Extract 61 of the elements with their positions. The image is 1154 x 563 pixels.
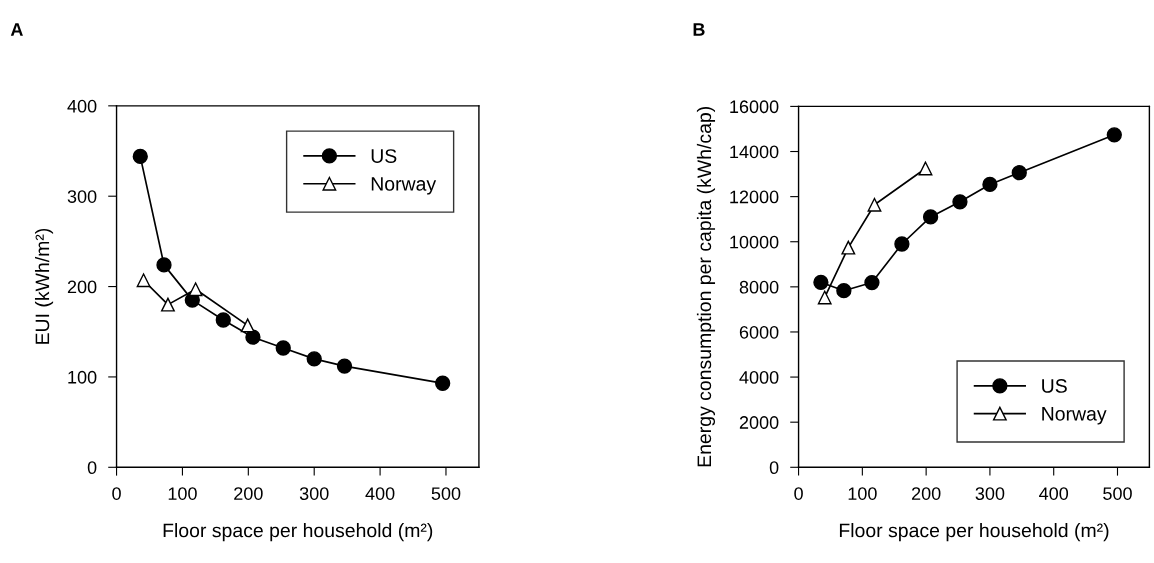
point (867, 197, 882, 212)
point (132, 148, 148, 165)
x-tick-label: 500 (431, 487, 461, 500)
y-tick-label: 12000 (730, 190, 779, 204)
point (336, 358, 353, 374)
point (156, 257, 172, 273)
point (952, 194, 968, 210)
chart-title: A (10, 23, 23, 36)
x-tick-label: 400 (1039, 487, 1069, 500)
legend-label: US (1042, 379, 1067, 393)
y-tick-label: 14000 (730, 145, 779, 159)
y-tick-label: 0 (87, 461, 97, 475)
point (1106, 127, 1122, 143)
y-tick-label: 300 (67, 190, 97, 203)
x-tick-label: 0 (112, 487, 121, 500)
point (275, 340, 291, 356)
x-tick-label: 300 (299, 487, 329, 500)
point (240, 318, 255, 333)
y-tick-label: 4000 (739, 371, 779, 384)
point (813, 274, 829, 290)
point (982, 176, 998, 193)
point (1011, 165, 1027, 181)
x-tick-label: 200 (234, 487, 263, 500)
x-tick-label: 100 (848, 487, 877, 500)
y-tick-label: 0 (769, 461, 779, 475)
y-tick-label: 2000 (739, 416, 779, 429)
x-tick-label: 100 (168, 487, 197, 500)
point (864, 274, 880, 291)
point (188, 282, 203, 297)
point (922, 209, 939, 225)
x-axis-title: Floor space per household (m²) (839, 523, 1109, 542)
x-tick-label: 400 (365, 487, 395, 500)
point (160, 297, 175, 312)
x-tick-label: 0 (794, 487, 803, 500)
point (817, 290, 832, 305)
y-tick-label: 8000 (739, 280, 779, 294)
point (215, 312, 231, 328)
point (245, 329, 261, 345)
y-axis-title: Energy consumption per capita (kWh/cap) (696, 107, 716, 467)
y-tick-label: 100 (68, 370, 97, 384)
chart-title: B (693, 23, 705, 36)
x-tick-label: 300 (975, 487, 1005, 500)
point (306, 351, 322, 367)
point (841, 240, 856, 255)
legend-label: Norway (371, 177, 437, 195)
y-tick-label: 400 (67, 99, 97, 113)
legend-label: Norway (1042, 407, 1107, 425)
point (894, 236, 910, 252)
y-tick-label: 16000 (730, 100, 779, 114)
point (836, 283, 852, 299)
y-axis-title: EUI (kWh/m²) (34, 228, 54, 344)
point (136, 273, 151, 288)
x-axis-title: Floor space per household (m²) (163, 523, 433, 542)
y-tick-label: 10000 (730, 235, 779, 249)
point (918, 161, 933, 176)
y-tick-label: 200 (67, 280, 97, 294)
x-tick-label: 200 (911, 487, 941, 500)
legend-label: US (371, 149, 397, 163)
y-tick-label: 6000 (739, 325, 779, 339)
point (435, 375, 451, 391)
x-tick-label: 500 (1103, 487, 1132, 500)
